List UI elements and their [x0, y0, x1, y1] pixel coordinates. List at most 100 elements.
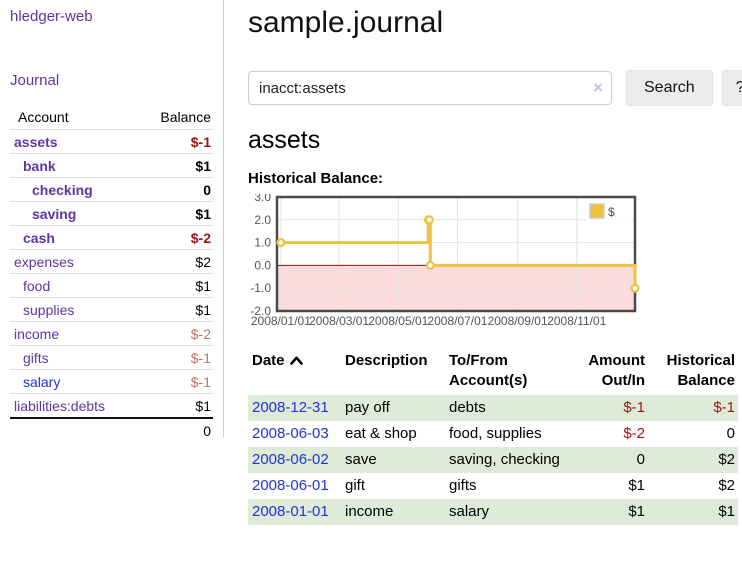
account-balance: $1	[133, 297, 213, 322]
account-row: supplies $1	[10, 297, 213, 322]
register-accounts-cell: gifts	[449, 477, 477, 494]
register-row: 2008-06-03 eat & shop food, supplies $-2 0	[248, 421, 738, 447]
register-amount-cell: $1	[628, 477, 645, 494]
account-row: liabilities:debts $1	[10, 393, 213, 418]
search-input[interactable]	[248, 71, 612, 105]
account-row: bank $1	[10, 153, 213, 178]
account-row: expenses $2	[10, 249, 213, 274]
accounts-total-spacer	[10, 417, 134, 442]
account-balance: $1	[133, 201, 213, 226]
svg-text:2008/03/01: 2008/03/01	[309, 314, 369, 328]
account-link-saving[interactable]: saving	[32, 205, 77, 222]
account-row: salary $-1	[10, 369, 213, 394]
account-link-assets[interactable]: assets	[14, 133, 58, 150]
svg-text:-2.0: -2.0	[250, 304, 271, 318]
register-row: 2008-06-02 save saving, checking 0 $2	[248, 447, 738, 473]
accounts-header-row: Account Balance	[10, 106, 213, 130]
account-name-cell: food	[10, 273, 134, 298]
transaction-date-link[interactable]: 2008-06-01	[252, 477, 329, 494]
account-link-gifts[interactable]: gifts	[23, 349, 49, 366]
register-accounts-cell: saving, checking	[449, 447, 570, 473]
accounts-header-balance: Balance	[160, 109, 211, 125]
account-link-food[interactable]: food	[23, 277, 51, 294]
register-amount-cell: $-2	[623, 425, 645, 442]
transaction-date-link[interactable]: 2008-06-03	[252, 425, 329, 442]
sort-asc-icon	[289, 356, 303, 365]
account-link-liabilities-debts[interactable]: liabilities:debts	[14, 397, 106, 414]
search-button[interactable]: Search	[626, 70, 713, 106]
account-row: food $1	[10, 273, 213, 298]
register-balance-cell: $1	[648, 499, 738, 525]
register-accounts-cell: debts	[449, 395, 570, 421]
register-header-amount: Amount Out/In	[588, 352, 645, 389]
account-row: cash $-2	[10, 225, 213, 250]
account-link-bank[interactable]: bank	[23, 157, 56, 174]
svg-text:2008/07/01: 2008/07/01	[427, 314, 487, 328]
account-name-cell: supplies	[10, 297, 134, 322]
account-name-cell: salary	[10, 369, 134, 394]
accounts-total-row: 0	[10, 417, 213, 442]
register-row: 2008-06-01 gift gifts $1 $2	[248, 473, 738, 499]
transaction-date-link[interactable]: 2008-12-31	[252, 399, 329, 416]
register-accounts-cell: food, supplies	[449, 425, 542, 442]
register-date-cell: 2008-06-01	[248, 473, 345, 499]
account-balance: $-1	[133, 129, 213, 154]
register-balance-cell: $2	[718, 477, 735, 494]
account-heading: assets	[248, 126, 321, 154]
register-date-cell: 2008-06-03	[248, 421, 345, 447]
register-header-balance: Historical Balance	[666, 352, 735, 389]
account-name-cell: income	[10, 321, 134, 346]
brand-link[interactable]: hledger-web	[10, 8, 93, 25]
register-description-cell: gift	[345, 477, 366, 494]
clear-search-icon[interactable]: ×	[593, 78, 603, 97]
account-balance: 0	[133, 177, 213, 202]
account-name-cell: checking	[10, 177, 134, 202]
register-description-cell: income	[345, 499, 449, 525]
register-date-cell: 2008-06-02	[248, 447, 345, 473]
account-name-cell: saving	[10, 201, 134, 226]
register-balance-cell: $-1	[648, 395, 738, 421]
account-balance: $1	[133, 393, 213, 418]
account-balance: $-1	[133, 369, 213, 394]
account-link-checking[interactable]: checking	[32, 181, 93, 198]
account-row: checking 0	[10, 177, 213, 202]
account-name-cell: liabilities:debts	[10, 393, 134, 418]
svg-text:2.0: 2.0	[254, 213, 271, 227]
account-row: income $-2	[10, 321, 213, 346]
account-row: gifts $-1	[10, 345, 213, 370]
register-header-date-label: Date	[252, 352, 285, 369]
main-content: sample.journal × Search ? assets Histori…	[248, 0, 742, 525]
help-button[interactable]: ?	[721, 70, 742, 106]
account-link-supplies[interactable]: supplies	[23, 301, 75, 318]
nav-journal-link[interactable]: Journal	[10, 72, 60, 89]
svg-text:2008/05/01: 2008/05/01	[368, 314, 428, 328]
transaction-date-link[interactable]: 2008-06-02	[252, 451, 329, 468]
register-balance-cell: 0	[726, 425, 735, 442]
accounts-table: Account Balance assets $-1 bank $1 checking 0…	[10, 106, 213, 442]
register-header-description: Description	[345, 352, 428, 369]
accounts-total-value: 0	[133, 417, 213, 442]
chart-label: Historical Balance:	[248, 170, 384, 187]
register-table: Date Description To/From Account(s) Amou…	[248, 347, 738, 525]
account-name-cell: cash	[10, 225, 134, 250]
account-row: saving $1	[10, 201, 213, 226]
accounts-header-account: Account	[18, 109, 69, 125]
svg-text:2008/11/01: 2008/11/01	[547, 314, 606, 328]
svg-text:2008/09/01: 2008/09/01	[488, 314, 548, 328]
svg-text:0.0: 0.0	[254, 258, 271, 272]
transaction-date-link[interactable]: 2008-01-01	[252, 503, 329, 520]
register-amount-cell: $1	[570, 499, 648, 525]
register-balance-cell: $2	[648, 447, 738, 473]
account-link-cash[interactable]: cash	[23, 229, 55, 246]
register-amount-cell: $-1	[570, 395, 648, 421]
account-link-expenses[interactable]: expenses	[14, 253, 74, 270]
register-row: 2008-01-01 income salary $1 $1	[248, 499, 738, 525]
register-header-accounts: To/From Account(s)	[449, 352, 528, 389]
account-link-income[interactable]: income	[14, 325, 60, 342]
account-balance: $1	[133, 273, 213, 298]
account-balance: $1	[133, 153, 213, 178]
register-header-date[interactable]: Date	[248, 347, 345, 395]
register-description-cell: pay off	[345, 395, 449, 421]
account-name-cell: assets	[10, 129, 134, 154]
account-link-salary[interactable]: salary	[23, 373, 61, 390]
